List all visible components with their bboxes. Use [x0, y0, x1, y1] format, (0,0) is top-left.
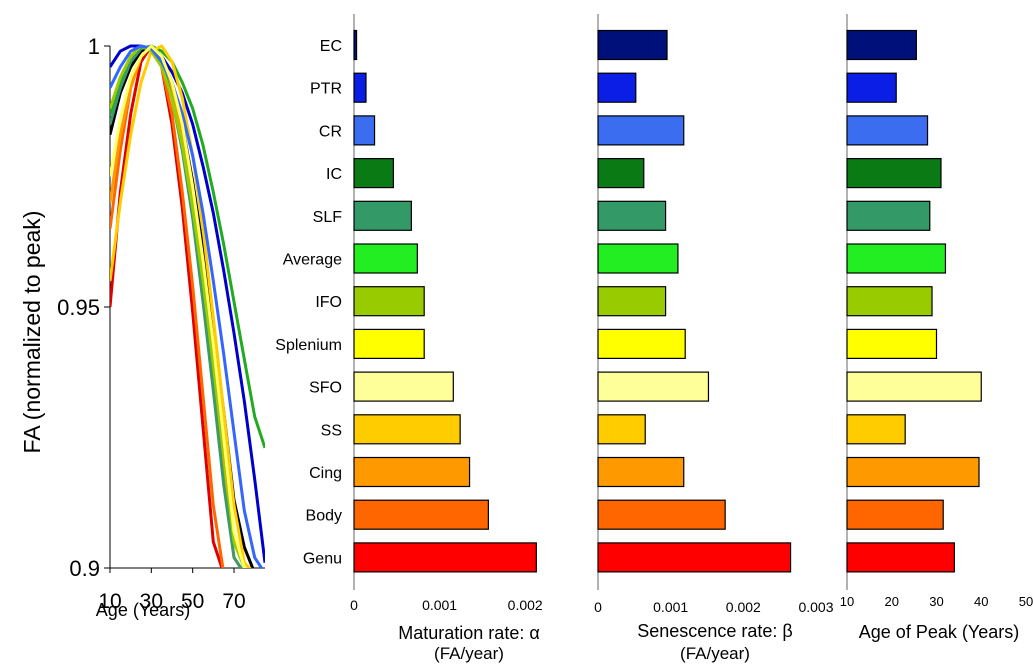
bar — [597, 29, 668, 61]
bar-panel-xtick-label: 0 — [594, 599, 602, 615]
bar — [353, 371, 454, 402]
bar — [597, 72, 637, 103]
bar-panel-xlabel: Age of Peak (Years) — [859, 622, 1019, 642]
bar-panel-xtick-label: 10 — [840, 594, 854, 609]
bar-category-label: SFO — [309, 380, 342, 397]
bar-panel-xtick-label: 0.002 — [508, 597, 543, 613]
bar-panel-xlabel-unit: (FA/year) — [680, 644, 750, 663]
bar-category-label: IC — [326, 166, 342, 183]
bar — [846, 414, 906, 445]
bar-panel-xtick-label: 0.003 — [798, 599, 833, 615]
bar-panel-xtick-label: 0 — [350, 597, 358, 613]
bar — [353, 115, 376, 146]
bar — [353, 72, 367, 103]
bar — [353, 456, 471, 488]
bar — [846, 371, 982, 402]
bar — [353, 286, 425, 317]
line-series — [110, 44, 248, 568]
bar — [846, 499, 944, 530]
bar-panel-xlabel-unit: (FA/year) — [434, 644, 504, 663]
bar — [353, 328, 425, 359]
bar-category-label: PTR — [310, 81, 342, 98]
bar — [846, 200, 931, 231]
bar-panel-xlabel: Maturation rate: α — [398, 623, 539, 643]
line-chart-xtick-label: 70 — [222, 590, 245, 613]
bar-category-label: Body — [306, 508, 342, 525]
bar-category-label: IFO — [315, 294, 342, 311]
line-chart-xlabel: Age (Years) — [96, 600, 190, 620]
line-chart-xtick-label: 50 — [181, 590, 204, 613]
line-chart-xtick-label: 10 — [98, 590, 121, 613]
bar-category-label: Genu — [303, 550, 342, 567]
line-series — [110, 44, 252, 568]
line-chart-panel: FA (normalized to peak) Age (Years) 0.9 0… — [19, 34, 265, 620]
bar — [597, 542, 792, 573]
bar — [846, 29, 917, 61]
bar-panel: 0 0.001 0.002 Maturation rate: α(FA/year) — [350, 14, 543, 663]
line-chart-ytick-label: 0.95 — [57, 295, 100, 320]
bar — [353, 200, 412, 231]
bar-panel-xtick-label: 20 — [885, 594, 899, 609]
bar-category-label: CR — [319, 123, 342, 140]
bar-category-label: SLF — [313, 209, 343, 226]
bar — [846, 115, 929, 146]
bar-category-label: Average — [283, 252, 342, 269]
bar — [353, 243, 418, 274]
line-chart-xtick-label: 30 — [140, 590, 163, 613]
line-chart-ytick-label: 1 — [88, 34, 100, 59]
bar-panel-xlabel: Senescence rate: β — [637, 621, 792, 641]
bar — [846, 72, 897, 103]
line-series — [110, 44, 224, 568]
bar-panel-xtick-label: 30 — [929, 594, 943, 609]
bar — [353, 499, 489, 530]
bar — [846, 158, 942, 189]
line-chart-ytick-label: 0.9 — [69, 556, 100, 581]
bar — [846, 542, 956, 573]
bar-category-label: Splenium — [275, 337, 342, 354]
bar-panel-xtick-label: 0.002 — [726, 599, 761, 615]
bar — [353, 542, 537, 573]
bar-panel-xtick-label: 40 — [974, 594, 988, 609]
bar — [846, 286, 933, 317]
bar — [353, 414, 461, 445]
bar-category-label: SS — [321, 422, 342, 439]
bar — [597, 328, 686, 359]
line-series — [110, 44, 264, 568]
bar-panel-xtick-label: 0.001 — [653, 599, 688, 615]
bar — [597, 456, 685, 488]
bar-panel-xtick-label: 0.001 — [422, 597, 457, 613]
bar-panel: 0 0.001 0.002 0.003 Senescence rate: β (FA/ye… — [594, 14, 834, 663]
bar — [846, 243, 947, 274]
bar — [353, 158, 394, 189]
bar — [597, 499, 726, 530]
bar — [597, 243, 679, 274]
bar — [846, 328, 938, 359]
bar — [597, 200, 667, 231]
bar-category-label: EC — [320, 38, 342, 55]
bar — [597, 286, 667, 317]
bar-panel-xtick-label: 50 — [1019, 594, 1033, 609]
bar — [597, 414, 646, 445]
bar — [597, 158, 645, 189]
bar-category-label: Cing — [309, 465, 342, 482]
bar — [846, 456, 980, 488]
line-chart-ylabel: FA (normalized to peak) — [19, 211, 45, 454]
line-series — [110, 44, 265, 563]
bar — [597, 371, 710, 402]
bar — [353, 29, 358, 61]
bar — [597, 115, 685, 146]
bar-category-labels: EC PTR CR IC SLF Average IFO Splenium SFO SS Cing B… — [275, 38, 342, 567]
